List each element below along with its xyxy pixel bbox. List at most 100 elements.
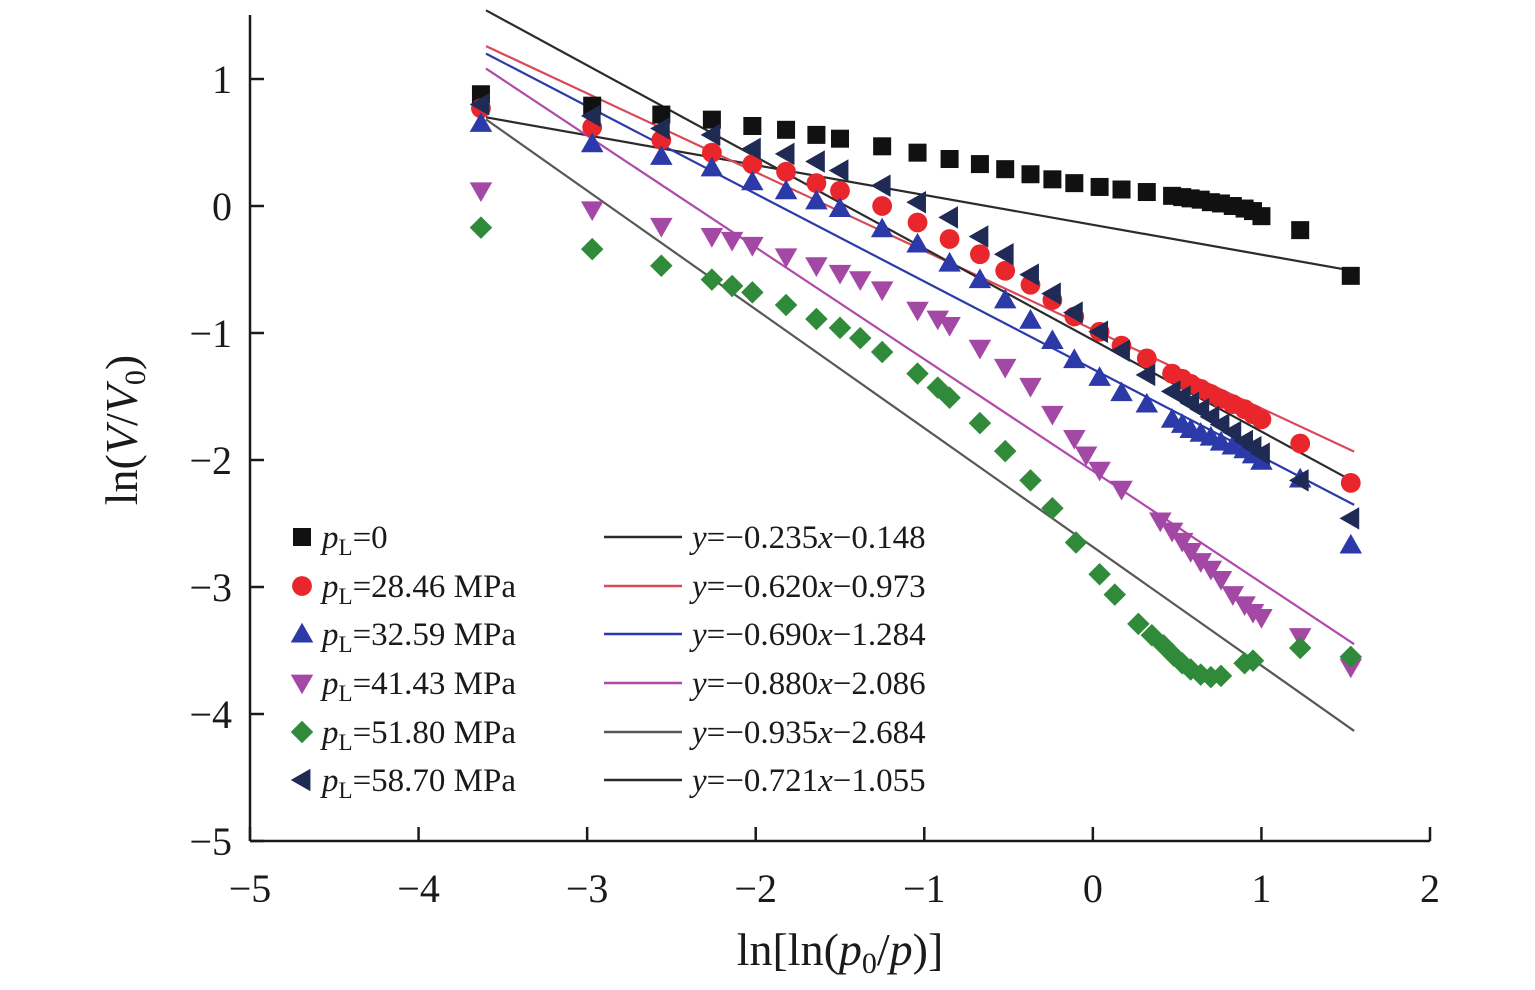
data-point [870, 281, 894, 302]
legend-label: pL=28.46 MPa [320, 569, 516, 609]
data-point [1043, 170, 1062, 189]
data-point [1149, 512, 1172, 533]
legend-marker [290, 622, 314, 643]
legend-item-3: pL=32.59 MPa [290, 617, 516, 657]
data-point [774, 142, 795, 166]
data-point [700, 123, 721, 147]
legend-fit-equation: y=−0.880x−2.086 [689, 666, 926, 702]
data-point [805, 307, 828, 331]
data-point [993, 288, 1017, 309]
data-point [650, 145, 673, 165]
data-point [970, 155, 989, 174]
data-point [1041, 497, 1064, 520]
data-point [1209, 413, 1230, 436]
data-point [805, 189, 828, 210]
data-point [741, 170, 764, 191]
x-tick-label: −4 [397, 866, 440, 911]
data-point [906, 232, 929, 253]
legend-item-2: pL=28.46 MPa [292, 569, 516, 609]
y-tick-label: 0 [212, 184, 232, 229]
x-axis-label: ln[ln(p0/p)] [737, 924, 944, 980]
data-point [848, 326, 872, 350]
data-point [1110, 339, 1130, 363]
data-point [741, 236, 764, 257]
data-point [939, 229, 960, 249]
data-point [940, 150, 959, 169]
data-point [1252, 207, 1271, 226]
legend-fit-equation: y=−0.935x−2.684 [689, 715, 926, 751]
data-point [938, 251, 961, 272]
data-point [1019, 377, 1042, 398]
data-point [938, 206, 959, 229]
data-point [1241, 649, 1265, 672]
data-point [650, 217, 673, 238]
data-point [873, 137, 892, 156]
legend-marker [290, 674, 314, 695]
data-point [908, 143, 927, 162]
data-point [1103, 583, 1127, 606]
y-tick-label: −4 [189, 692, 232, 737]
data-point [700, 156, 724, 177]
data-point [469, 216, 493, 239]
data-point [1088, 320, 1109, 343]
data-point [970, 244, 990, 265]
data-point [700, 228, 724, 248]
data-point [469, 182, 493, 203]
data-point [1063, 429, 1086, 450]
data-point [742, 154, 763, 174]
x-tick-label: 1 [1251, 866, 1271, 911]
x-tick-label: 2 [1420, 866, 1440, 911]
data-point [1021, 165, 1040, 184]
data-point [807, 125, 826, 144]
legend-fit-5: y=−0.935x−2.684 [604, 715, 926, 751]
data-point [1019, 263, 1039, 286]
legend-item-5: pL=51.80 MPa [290, 715, 516, 755]
data-point [805, 150, 825, 173]
data-point [1110, 381, 1133, 402]
x-tick-label: −3 [566, 866, 609, 911]
data-point [1250, 609, 1273, 629]
data-point [1339, 507, 1360, 530]
data-point [1135, 363, 1156, 387]
data-point [720, 231, 744, 252]
data-point [993, 358, 1017, 379]
data-point [872, 196, 893, 216]
data-point [828, 197, 852, 217]
data-point [1209, 570, 1233, 591]
data-point [1019, 309, 1042, 329]
data-point [1019, 469, 1042, 492]
data-point [1041, 282, 1061, 305]
data-point [1063, 301, 1083, 324]
legend-marker [292, 576, 312, 596]
legend-fit-2: y=−0.620x−0.973 [604, 569, 926, 605]
data-point [469, 93, 490, 116]
data-point [1074, 446, 1098, 467]
x-tick-label: −2 [734, 866, 777, 911]
data-point [1088, 461, 1111, 482]
data-points [469, 85, 1363, 689]
data-point [1199, 560, 1223, 581]
data-point [702, 110, 721, 129]
legend-label: pL=58.70 MPa [320, 763, 516, 803]
series-6-points [469, 93, 1360, 530]
data-point [1088, 563, 1111, 586]
data-point [580, 132, 604, 153]
data-point [720, 274, 744, 298]
data-point [848, 271, 872, 291]
data-point [1135, 392, 1159, 413]
x-tick-label: 0 [1083, 866, 1103, 911]
y-axis-label: ln(V/V0) [96, 355, 152, 505]
x-tick-label: −1 [903, 866, 946, 911]
data-point [580, 201, 604, 222]
data-point [1110, 480, 1133, 501]
data-point [1137, 183, 1156, 202]
legend-item-4: pL=41.43 MPa [290, 666, 516, 706]
data-point [1090, 177, 1109, 196]
data-point [1041, 405, 1064, 426]
y-tick-label: −2 [189, 438, 232, 483]
data-point [1088, 366, 1111, 386]
data-point [1127, 612, 1150, 636]
y-tick-label: −1 [189, 311, 232, 356]
legend-fit-4: y=−0.880x−2.086 [604, 666, 926, 702]
